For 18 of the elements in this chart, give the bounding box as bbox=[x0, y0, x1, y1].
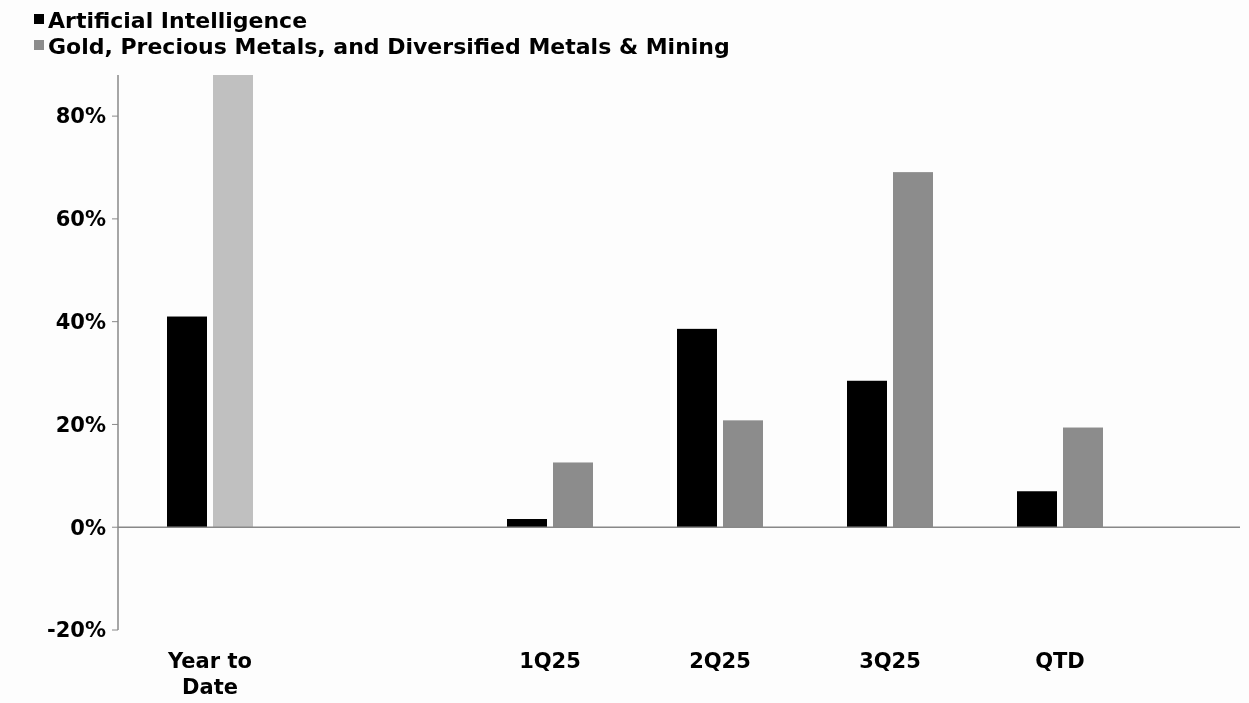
y-tick-label: 40% bbox=[55, 310, 106, 335]
y-tick-label: 80% bbox=[55, 104, 106, 129]
y-tick-label: 20% bbox=[55, 412, 106, 437]
y-tick-label: 0% bbox=[70, 515, 106, 540]
bar bbox=[1017, 491, 1057, 528]
x-tick-label: Year to Date bbox=[167, 649, 252, 699]
x-tick-label: QTD bbox=[1035, 649, 1085, 673]
y-tick-label: -20% bbox=[47, 618, 106, 643]
legend-label: Gold, Precious Metals, and Diversified Metals & Mining bbox=[48, 33, 730, 59]
x-tick-label: 2Q25 bbox=[689, 649, 751, 673]
bar bbox=[847, 380, 887, 528]
x-tick-label: 3Q25 bbox=[859, 649, 921, 673]
bar bbox=[677, 328, 717, 528]
x-tick-label: 1Q25 bbox=[519, 649, 581, 673]
legend-label: Artificial Intelligence bbox=[48, 7, 308, 33]
bar bbox=[167, 316, 207, 528]
bar bbox=[213, 75, 253, 528]
y-tick-label: 60% bbox=[55, 207, 106, 232]
